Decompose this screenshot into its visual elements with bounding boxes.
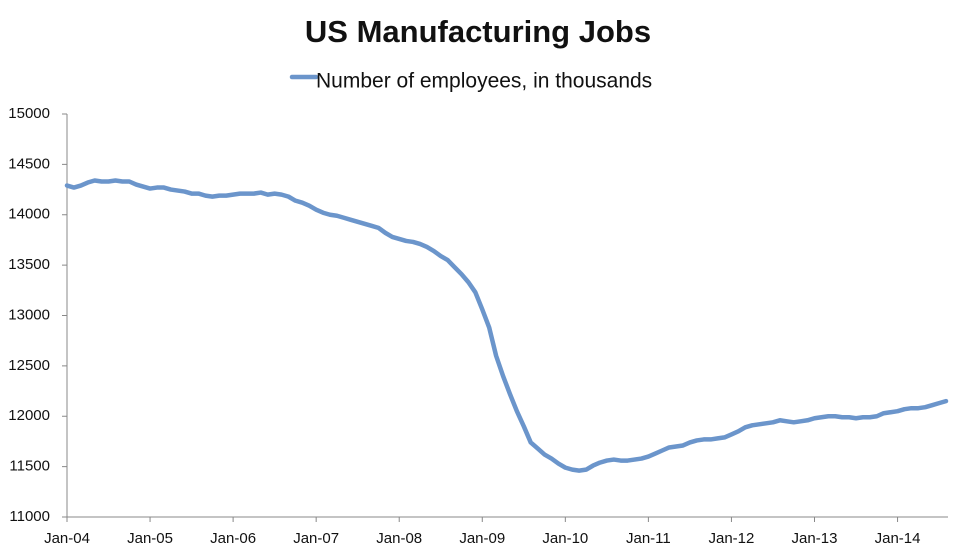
x-tick-label: Jan-11 bbox=[626, 530, 671, 547]
y-tick-label: 14000 bbox=[8, 206, 50, 223]
y-tick-label: 12000 bbox=[8, 407, 50, 424]
y-tick-label: 14500 bbox=[8, 155, 50, 172]
x-tick-label: Jan-10 bbox=[542, 530, 588, 547]
x-tick-label: Jan-06 bbox=[210, 530, 256, 547]
x-tick-label: Jan-08 bbox=[376, 530, 422, 547]
y-tick-label: 11500 bbox=[9, 458, 50, 475]
x-tick-label: Jan-04 bbox=[44, 530, 90, 547]
y-tick-label: 11000 bbox=[9, 508, 50, 525]
chart-title: US Manufacturing Jobs bbox=[305, 14, 651, 49]
x-tick-label: Jan-12 bbox=[709, 530, 755, 547]
x-tick-label: Jan-14 bbox=[875, 530, 921, 547]
legend-label: Number of employees, in thousands bbox=[316, 70, 652, 93]
x-tick-label: Jan-05 bbox=[127, 530, 173, 547]
x-tick-label: Jan-13 bbox=[792, 530, 838, 547]
y-tick-label: 13000 bbox=[8, 306, 50, 323]
y-tick-label: 13500 bbox=[8, 256, 50, 273]
data-line bbox=[64, 178, 949, 473]
y-tick-label: 12500 bbox=[8, 357, 50, 374]
x-tick-label: Jan-09 bbox=[459, 530, 505, 547]
y-tick-label: 15000 bbox=[8, 105, 50, 122]
x-tick-label: Jan-07 bbox=[293, 530, 339, 547]
